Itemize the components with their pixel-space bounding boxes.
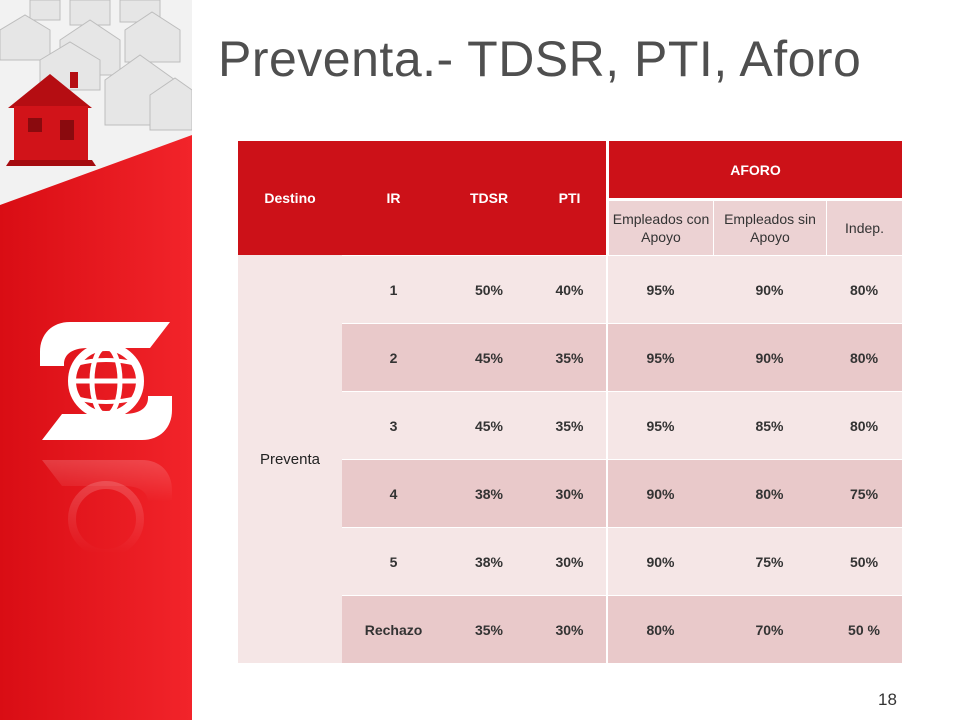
indep-cell: 50 % [826, 595, 903, 663]
empleados-apoyo-cell: 95% [606, 391, 713, 459]
page-number: 18 [878, 690, 897, 709]
logo-reflection [42, 460, 172, 557]
indep-cell: 80% [826, 391, 903, 459]
tdsr-cell: 35% [445, 595, 533, 663]
empleados-sin-apoyo-cell: 90% [713, 323, 826, 391]
table-row: Rechazo 35% 30% 80% 70% 50 % [238, 595, 903, 663]
table-row: Preventa 1 50% 40% 95% 90% 80% [238, 255, 903, 663]
pti-cell: 35% [533, 391, 606, 459]
tdsr-cell: 45% [445, 391, 533, 459]
empleados-apoyo-cell: 80% [606, 595, 713, 663]
table-row: 5 38% 30% 90% 75% 50% [238, 527, 903, 595]
pti-cell: 35% [533, 323, 606, 391]
empleados-sin-apoyo-cell: 80% [713, 459, 826, 527]
tdsr-cell: 38% [445, 527, 533, 595]
ir-cell: 5 [342, 527, 445, 595]
criteria-table: Destino IR TDSR PTI AFORO Empleados con … [238, 141, 903, 663]
indep-cell: 80% [826, 323, 903, 391]
table-row: 3 45% 35% 95% 85% 80% [238, 391, 903, 459]
brand-artwork [0, 0, 192, 720]
table-row: 2 45% 35% 95% 90% 80% [238, 323, 903, 391]
ir-cell: 3 [342, 391, 445, 459]
pti-cell: 40% [533, 255, 606, 323]
header-ir: IR [342, 141, 445, 255]
indep-cell: 80% [826, 255, 903, 323]
red-house-icon [6, 72, 96, 166]
ir-cell: 1 [342, 255, 445, 323]
header-destino: Destino [238, 141, 342, 255]
tdsr-cell: 45% [445, 323, 533, 391]
empleados-apoyo-cell: 95% [606, 323, 713, 391]
header-empleados-con-apoyo: Empleados con Apoyo [606, 198, 713, 255]
empleados-apoyo-cell: 95% [606, 255, 713, 323]
tdsr-cell: 38% [445, 459, 533, 527]
tdsr-cell: 50% [445, 255, 533, 323]
ir-cell: Rechazo [342, 595, 445, 663]
ir-cell: 4 [342, 459, 445, 527]
pti-cell: 30% [533, 527, 606, 595]
empleados-apoyo-cell: 90% [606, 459, 713, 527]
brand-sidebar [0, 0, 192, 720]
header-indep: Indep. [826, 198, 903, 255]
destino-cell: Preventa [238, 255, 342, 663]
indep-cell: 50% [826, 527, 903, 595]
pti-cell: 30% [533, 459, 606, 527]
empleados-apoyo-cell: 90% [606, 527, 713, 595]
indep-cell: 75% [826, 459, 903, 527]
header-tdsr: TDSR [445, 141, 533, 255]
empleados-sin-apoyo-cell: 85% [713, 391, 826, 459]
header-aforo: AFORO [606, 141, 903, 198]
empleados-sin-apoyo-cell: 75% [713, 527, 826, 595]
header-pti: PTI [533, 141, 606, 255]
empleados-sin-apoyo-cell: 70% [713, 595, 826, 663]
slide-title: Preventa.- TDSR, PTI, Aforo [218, 31, 862, 87]
scotiabank-logo-icon [40, 322, 172, 440]
gray-houses-image [0, 0, 192, 131]
pti-cell: 30% [533, 595, 606, 663]
table-row: 4 38% 30% 90% 80% 75% [238, 459, 903, 527]
empleados-sin-apoyo-cell: 90% [713, 255, 826, 323]
ir-cell: 2 [342, 323, 445, 391]
header-empleados-sin-apoyo: Empleados sin Apoyo [713, 198, 826, 255]
